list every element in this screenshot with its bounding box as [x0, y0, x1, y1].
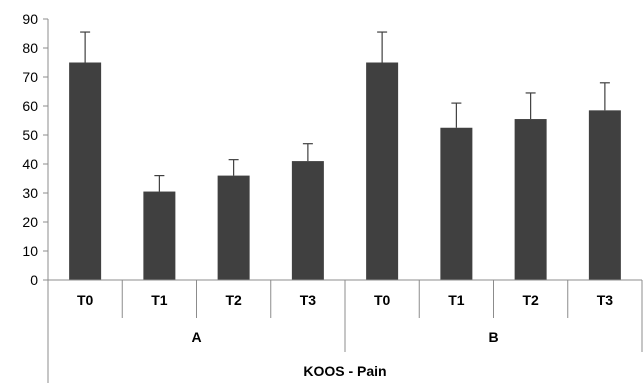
y-tick-label: 30 [22, 185, 38, 201]
y-tick-label: 70 [22, 69, 38, 85]
x-category-label: T2 [522, 292, 539, 308]
y-tick-label: 10 [22, 243, 38, 259]
x-category-label: T0 [77, 292, 94, 308]
y-tick-label: 80 [22, 40, 38, 56]
x-axis: T0 T1 T2 T3 A T0 T1 T2 T3 B [47, 279, 643, 383]
x-category-label: T1 [448, 292, 465, 308]
x-group-label: B [488, 329, 498, 345]
x-category-label: T0 [374, 292, 391, 308]
bar [217, 175, 250, 280]
x-category-label: T2 [225, 292, 242, 308]
y-tick-label: 20 [22, 214, 38, 230]
bar [291, 161, 324, 280]
bar [514, 119, 547, 280]
x-category-label: T3 [300, 292, 317, 308]
x-group-label: A [191, 329, 201, 345]
y-tick-label: 60 [22, 98, 38, 114]
y-tick-label: 0 [30, 272, 38, 288]
x-category-label: T1 [151, 292, 168, 308]
bar [588, 110, 621, 280]
bar [143, 191, 176, 280]
bars [69, 31, 621, 280]
x-axis-title: KOOS - Pain [303, 363, 386, 379]
x-category-label: T3 [597, 292, 614, 308]
bar [366, 62, 399, 280]
y-tick-label: 40 [22, 156, 38, 172]
bar [440, 127, 473, 280]
y-tick-label: 50 [22, 127, 38, 143]
y-tick-label: 90 [22, 11, 38, 27]
bar [69, 62, 102, 280]
y-axis: 0 10 20 30 40 50 60 70 80 90 [22, 11, 49, 288]
